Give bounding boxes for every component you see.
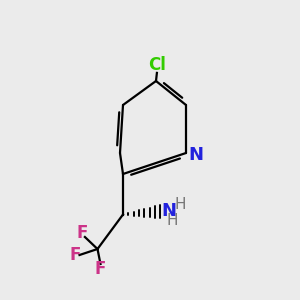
Text: F: F: [95, 260, 106, 278]
Text: N: N: [161, 202, 176, 220]
Text: H: H: [175, 197, 186, 212]
Text: H: H: [167, 213, 178, 228]
Text: F: F: [77, 224, 88, 242]
Text: F: F: [69, 246, 81, 264]
Text: N: N: [188, 146, 203, 164]
Text: Cl: Cl: [148, 56, 166, 74]
